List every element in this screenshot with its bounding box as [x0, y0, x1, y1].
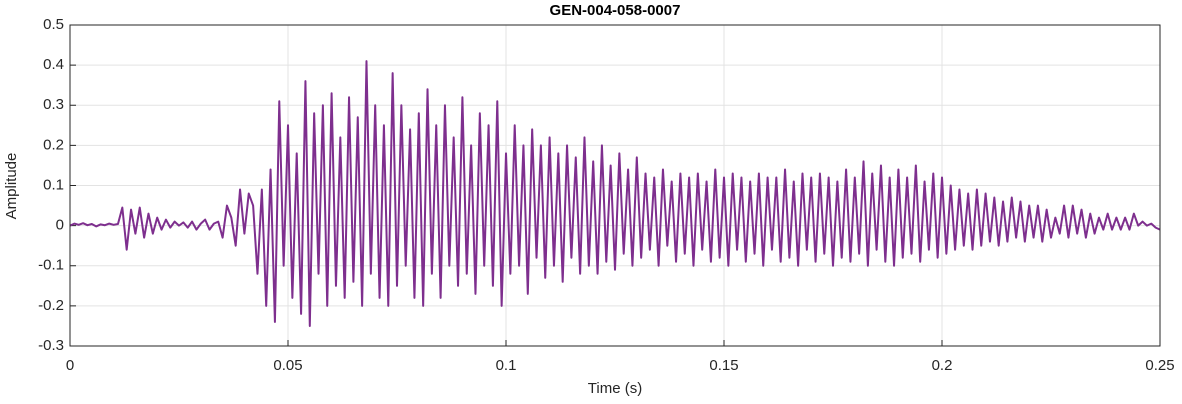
y-tick-label: 0.4 — [43, 56, 64, 73]
x-axis-label: Time (s) — [588, 380, 642, 397]
y-tick-label: -0.1 — [38, 257, 64, 274]
x-tick-label: 0.2 — [932, 357, 953, 374]
y-tick-label: 0.1 — [43, 176, 64, 193]
y-tick-label: 0.3 — [43, 96, 64, 113]
x-tick-label: 0.05 — [273, 357, 302, 374]
y-tick-label: 0.2 — [43, 136, 64, 153]
x-tick-label: 0 — [66, 357, 74, 374]
x-tick-label: 0.15 — [709, 357, 738, 374]
y-tick-label: -0.2 — [38, 297, 64, 314]
y-tick-label: 0.5 — [43, 16, 64, 33]
x-tick-label: 0.25 — [1145, 357, 1174, 374]
waveform-line — [69, 60, 1161, 327]
y-axis-label: Amplitude — [3, 153, 20, 220]
plot-frame — [69, 24, 1161, 347]
chart-title: GEN-004-058-0007 — [550, 2, 681, 19]
y-tick-label: 0 — [56, 217, 64, 234]
x-tick-label: 0.1 — [496, 357, 517, 374]
y-tick-label: -0.3 — [38, 337, 64, 354]
